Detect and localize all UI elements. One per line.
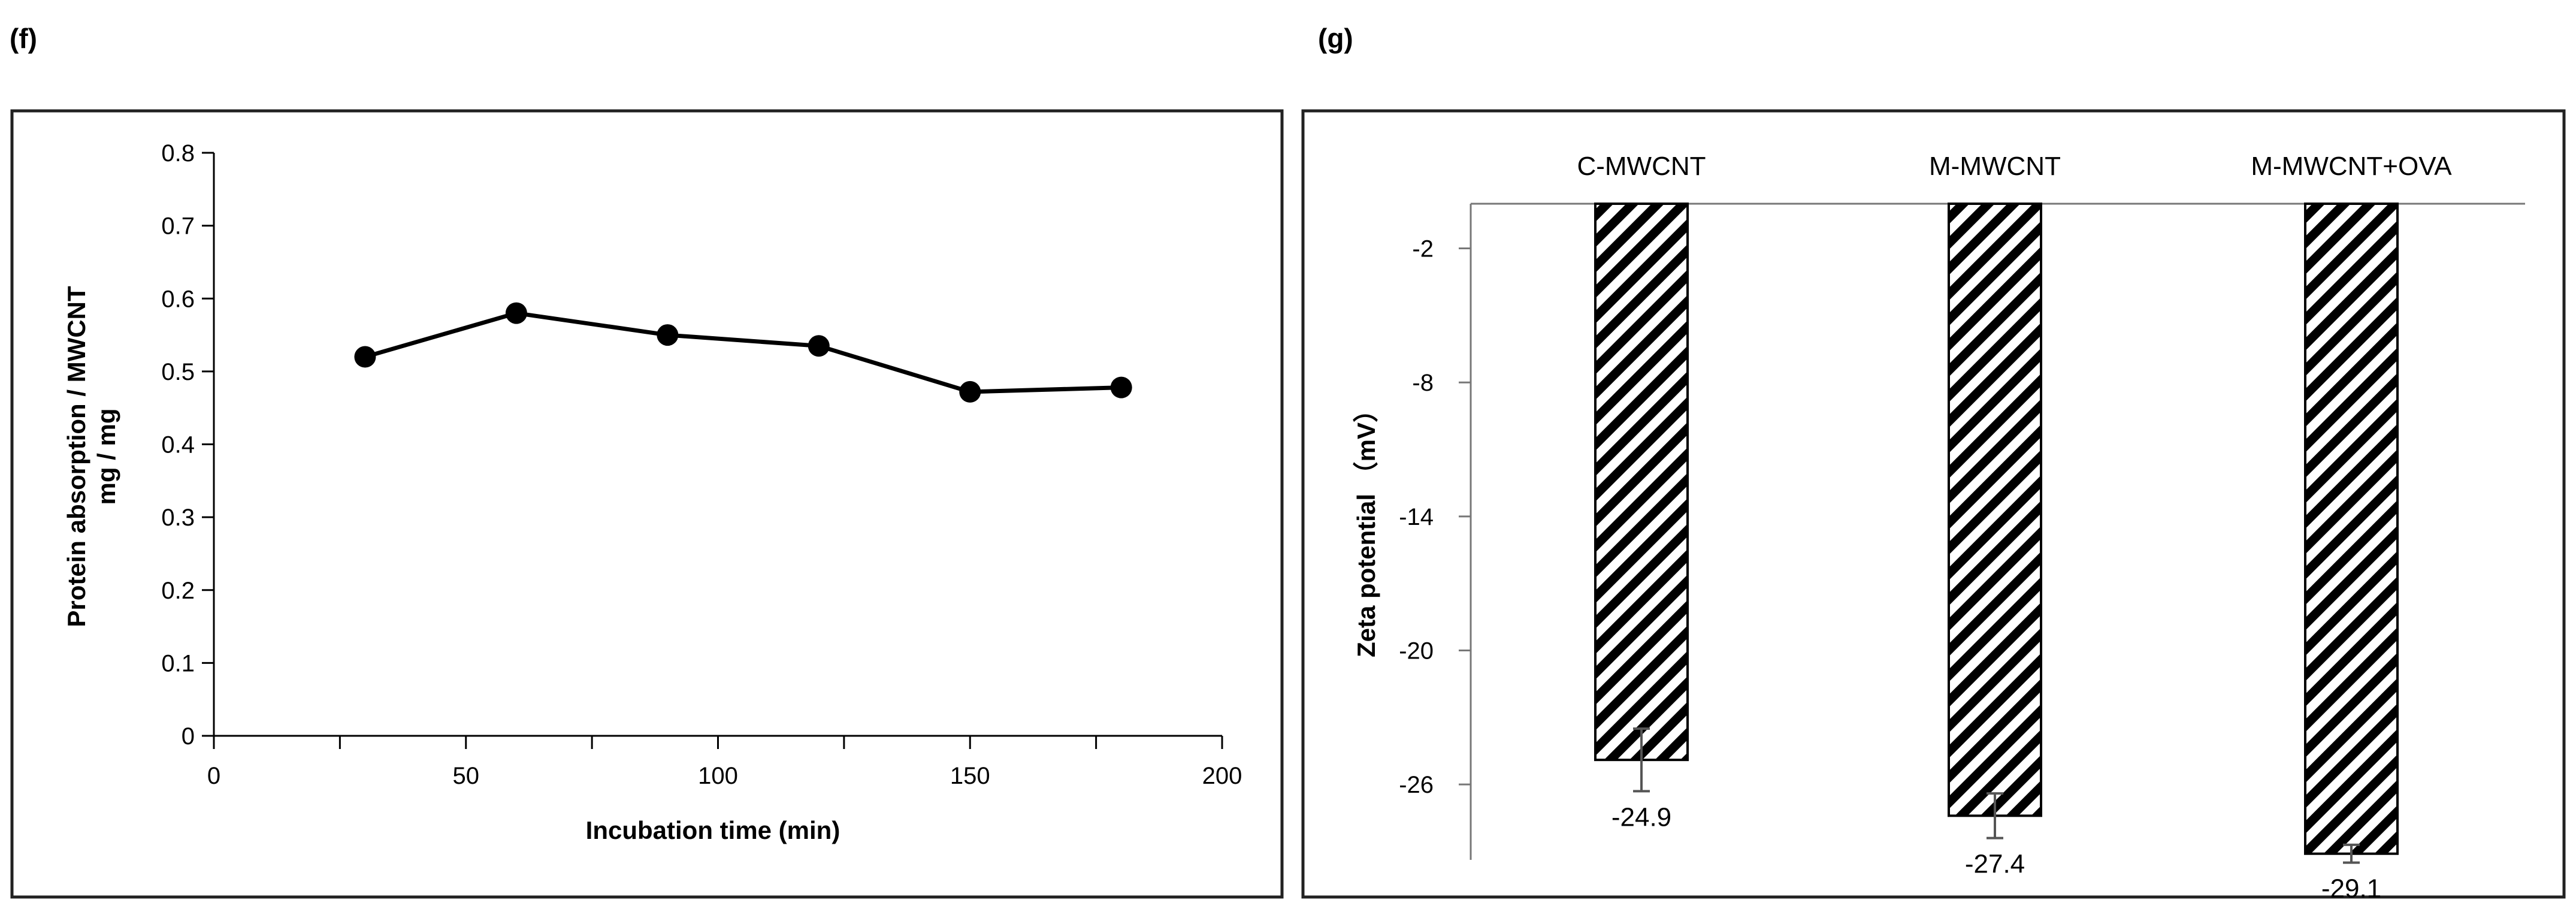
- y-axis-title-line2: mg / mg: [92, 408, 120, 505]
- category-label: M-MWCNT: [1929, 152, 2061, 181]
- bar-m-mwcnt-ova: [2304, 203, 2399, 855]
- y-tick-label: 0.7: [161, 213, 195, 240]
- y-tick-label: 0.3: [161, 505, 195, 531]
- bar-m-mwcnt: [1948, 203, 2042, 817]
- y-tick-label: 0: [182, 723, 195, 750]
- data-point: [1110, 376, 1132, 398]
- y-tick-label: -2: [1412, 236, 1434, 262]
- panel-g-frame: [1301, 109, 2566, 899]
- data-point: [505, 302, 527, 324]
- x-tick-label: 150: [950, 763, 990, 789]
- data-point: [959, 380, 981, 403]
- y-tick-label: -8: [1412, 370, 1434, 396]
- x-tick-label: 200: [1202, 763, 1242, 789]
- y-tick-label: 0.6: [161, 286, 195, 312]
- y-tick-label: 0.5: [161, 359, 195, 385]
- line-chart-protein-absorption: 0 0.1 0.2 0.3 0.4 0.5 0.6 0.7 0.8 0 50 100 150 200 I…: [62, 140, 1242, 844]
- y-tick-label: -26: [1399, 772, 1434, 798]
- x-axis-title: Incubation time (min): [586, 816, 840, 844]
- x-tick-label: 100: [698, 763, 738, 789]
- y-tick-label: 0.1: [161, 650, 195, 677]
- x-tick-label: 50: [453, 763, 480, 789]
- y-axis-title: Zeta potential （mV）: [1352, 397, 1380, 657]
- y-tick-label: -14: [1399, 504, 1434, 530]
- bar-c-mwcnt: [1594, 203, 1689, 762]
- panel-label-f: (f): [10, 23, 37, 54]
- data-point: [354, 346, 376, 368]
- y-tick-label: 0.4: [161, 432, 195, 458]
- y-tick-label: 0.2: [161, 578, 195, 604]
- series-line: [364, 311, 1121, 394]
- data-point: [808, 335, 830, 357]
- y-axis-title-line1: Protein absorption / MWCNT: [62, 286, 90, 627]
- value-label: -24.9: [1611, 802, 1671, 832]
- category-label: M-MWCNT+OVA: [2251, 152, 2452, 181]
- x-tick-label: 0: [207, 763, 220, 789]
- panel-label-g: (g): [1318, 23, 1353, 54]
- y-tick-label: -20: [1399, 638, 1434, 665]
- category-label: C-MWCNT: [1577, 152, 1706, 181]
- data-point: [657, 324, 679, 346]
- panel-f-frame: [10, 109, 1284, 899]
- value-label: -29.1: [2321, 874, 2381, 904]
- y-tick-label: 0.8: [161, 140, 195, 167]
- bar-chart-zeta-potential: -2-8-14-20-26-32 -24.9C-MWCNT-27.4M-MWCN…: [1352, 152, 2525, 906]
- value-label: -27.4: [1965, 850, 2025, 879]
